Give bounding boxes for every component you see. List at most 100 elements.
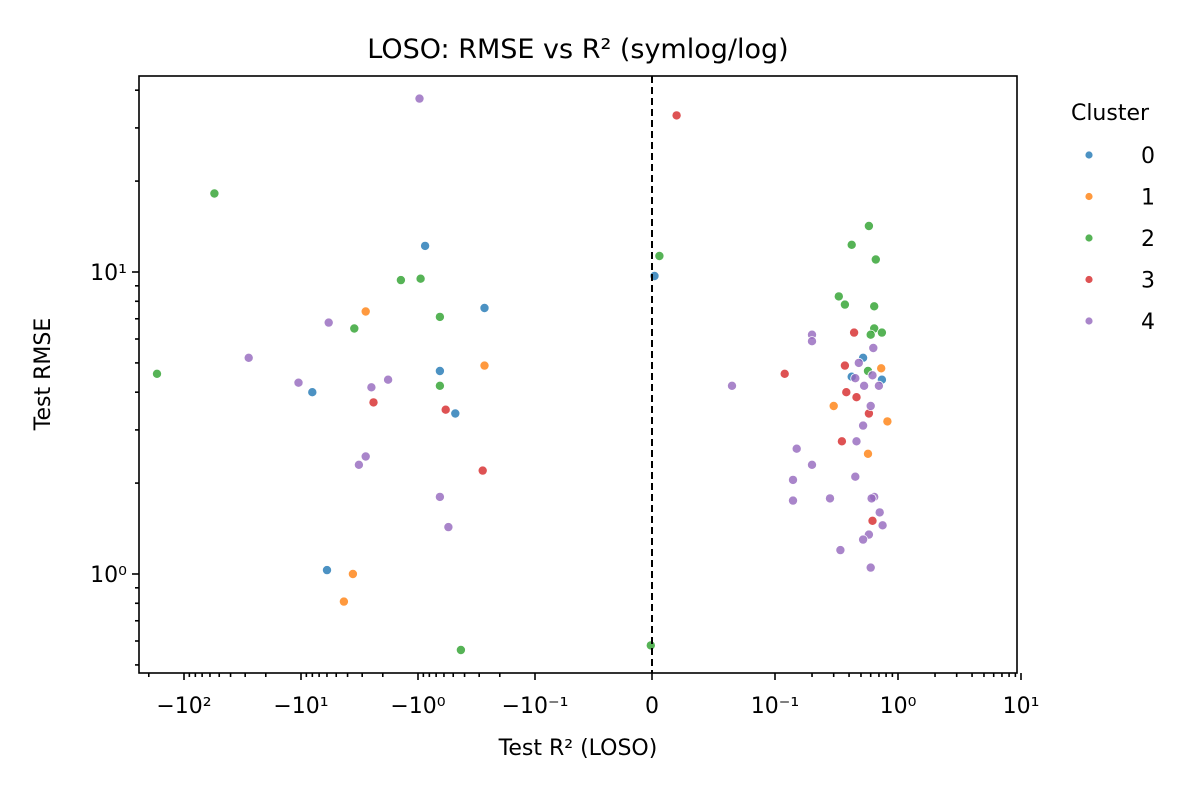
- data-point-cluster-4: [434, 491, 445, 502]
- y-axis: 10⁰ 10¹: [90, 89, 139, 666]
- data-point-cluster-2: [151, 368, 162, 379]
- legend-marker-cluster-0: [1085, 151, 1093, 159]
- data-point-cluster-2: [865, 329, 876, 340]
- data-point-cluster-1: [863, 448, 874, 459]
- chart-title: LOSO: RMSE vs R² (symlog/log): [367, 34, 788, 65]
- data-point-cluster-3: [851, 392, 862, 403]
- data-point-cluster-2: [395, 275, 406, 286]
- data-point-cluster-1: [338, 596, 349, 607]
- data-point-cluster-3: [836, 436, 847, 447]
- data-point-cluster-1: [347, 569, 358, 580]
- data-point-cluster-3: [839, 360, 850, 371]
- data-point-cluster-2: [434, 311, 445, 322]
- legend-marker-cluster-3: [1085, 275, 1093, 284]
- legend: Cluster 0 1 2 3 4: [1071, 101, 1155, 335]
- data-point-cluster-2: [833, 291, 844, 302]
- data-point-cluster-1: [828, 400, 839, 411]
- x-tick-label: 10⁰: [880, 694, 917, 719]
- data-point-cluster-2: [869, 301, 880, 312]
- data-point-cluster-1: [876, 363, 887, 374]
- legend-label-cluster-2: 2: [1141, 227, 1155, 252]
- data-point-cluster-0: [321, 565, 332, 576]
- data-point-cluster-2: [434, 380, 445, 391]
- y-tick-label: 10¹: [90, 261, 127, 286]
- legend-marker-cluster-4: [1085, 317, 1093, 325]
- x-axis: −10² −10¹ −10⁰ −10⁻¹ 0 10⁻¹ 10⁰ 10¹: [147, 673, 1040, 719]
- data-point-cluster-3: [368, 397, 379, 408]
- data-point-cluster-3: [477, 465, 488, 476]
- data-point-cluster-0: [434, 365, 445, 376]
- data-point-cluster-4: [807, 459, 818, 470]
- data-point-cluster-4: [868, 342, 879, 353]
- data-point-cluster-4: [851, 436, 862, 447]
- y-tick-label: 10⁰: [90, 563, 127, 588]
- data-point-cluster-4: [243, 352, 254, 363]
- data-point-cluster-4: [353, 459, 364, 470]
- plot-frame: [138, 75, 1018, 674]
- data-point-cluster-4: [727, 380, 738, 391]
- data-point-cluster-3: [867, 515, 878, 526]
- x-tick-label: −10⁻¹: [502, 694, 569, 719]
- legend-label-cluster-1: 1: [1141, 186, 1155, 211]
- data-point-cluster-3: [779, 368, 790, 379]
- data-point-cluster-2: [645, 640, 656, 651]
- data-point-cluster-0: [450, 408, 461, 419]
- data-point-cluster-4: [877, 520, 888, 531]
- data-point-cluster-2: [209, 188, 220, 199]
- data-point-cluster-4: [866, 493, 877, 504]
- data-point-cluster-1: [360, 306, 371, 317]
- data-point-cluster-4: [859, 380, 870, 391]
- data-point-cluster-4: [858, 534, 869, 545]
- data-point-cluster-0: [420, 240, 431, 251]
- data-point-cluster-3: [671, 110, 682, 121]
- x-tick-label: 10¹: [1003, 694, 1040, 719]
- data-point-cluster-2: [870, 254, 881, 265]
- data-point-cluster-2: [415, 273, 426, 284]
- points-layer: [151, 93, 893, 656]
- data-point-cluster-0: [479, 302, 490, 313]
- x-tick-label: −10¹: [273, 694, 328, 719]
- data-point-cluster-4: [807, 336, 818, 347]
- data-point-cluster-2: [863, 220, 874, 231]
- data-point-cluster-2: [839, 299, 850, 310]
- data-point-cluster-2: [349, 323, 360, 334]
- legend-title: Cluster: [1071, 101, 1150, 126]
- data-point-cluster-3: [841, 387, 852, 398]
- data-point-cluster-4: [366, 382, 377, 393]
- data-point-cluster-4: [850, 373, 861, 384]
- x-tick-label: −10²: [156, 694, 211, 719]
- data-point-cluster-4: [383, 374, 394, 385]
- legend-label-cluster-3: 3: [1141, 269, 1155, 294]
- data-point-cluster-4: [788, 495, 799, 506]
- data-point-cluster-4: [835, 545, 846, 556]
- legend-marker-cluster-1: [1085, 192, 1093, 201]
- data-point-cluster-4: [825, 493, 836, 504]
- x-tick-label: −10⁰: [390, 694, 445, 719]
- data-point-cluster-2: [654, 250, 665, 261]
- x-tick-label: 0: [645, 694, 659, 719]
- plot-area: [138, 75, 1018, 674]
- data-point-cluster-4: [293, 377, 304, 388]
- data-point-cluster-3: [440, 404, 451, 415]
- data-point-cluster-4: [858, 420, 869, 431]
- data-point-cluster-4: [323, 317, 334, 328]
- data-point-cluster-4: [443, 522, 454, 533]
- y-axis-label: Test RMSE: [31, 318, 56, 431]
- data-point-cluster-1: [479, 360, 490, 371]
- data-point-cluster-4: [865, 400, 876, 411]
- data-point-cluster-4: [874, 507, 885, 518]
- data-point-cluster-4: [865, 562, 876, 573]
- legend-label-cluster-0: 0: [1141, 144, 1155, 169]
- data-point-cluster-4: [850, 471, 861, 482]
- legend-marker-cluster-2: [1085, 234, 1093, 242]
- data-point-cluster-4: [853, 357, 864, 368]
- data-point-cluster-3: [849, 327, 860, 338]
- data-point-cluster-2: [846, 239, 857, 250]
- data-point-cluster-4: [414, 93, 425, 104]
- data-point-cluster-4: [867, 370, 878, 381]
- x-tick-label: 10⁻¹: [751, 694, 799, 719]
- data-point-cluster-2: [455, 645, 466, 656]
- data-point-cluster-2: [876, 327, 887, 338]
